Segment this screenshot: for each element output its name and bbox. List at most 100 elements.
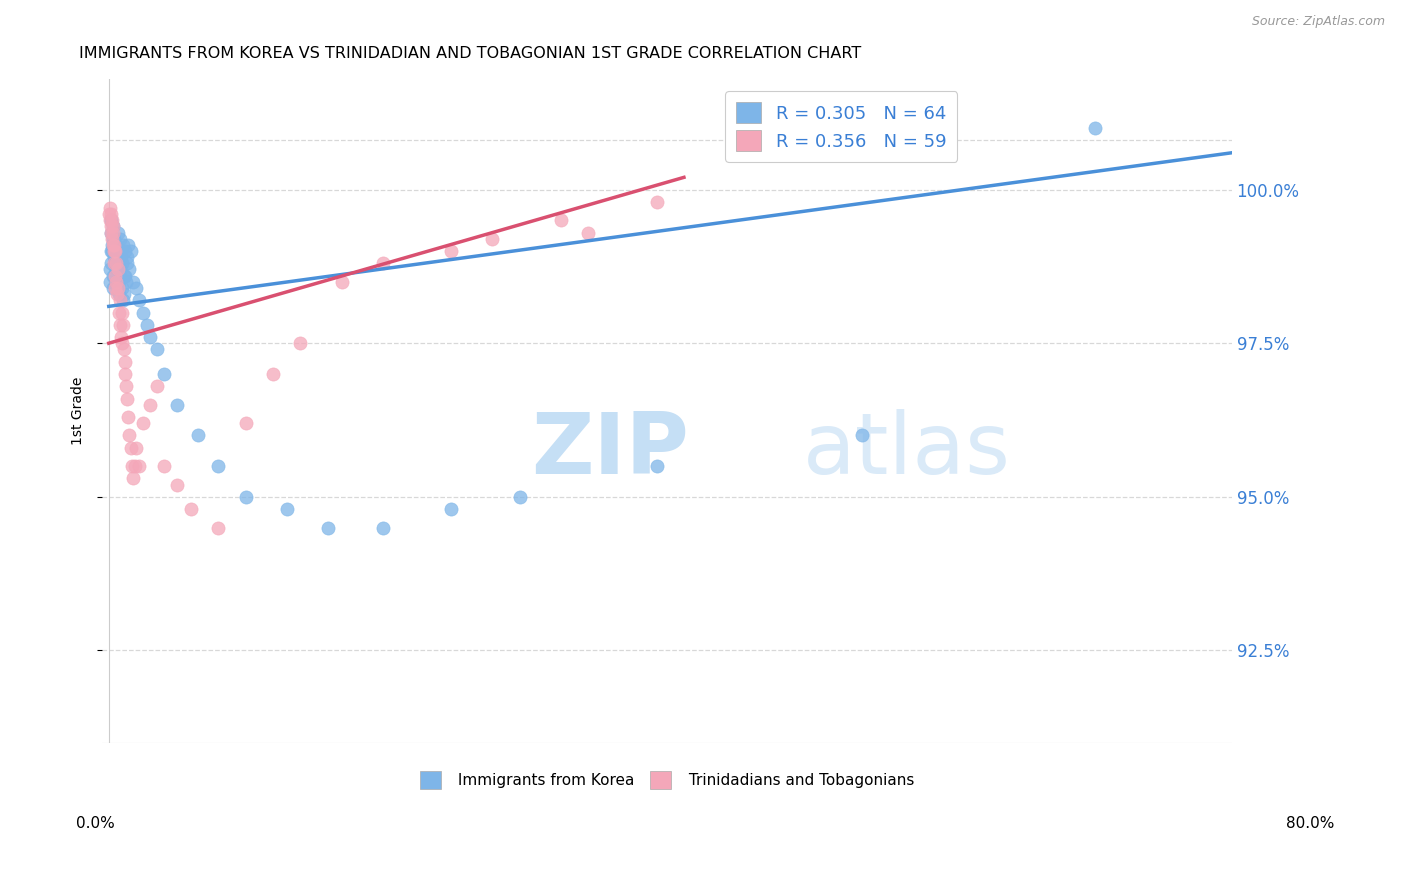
Point bbox=[100, 226, 122, 240]
Point bbox=[132, 305, 155, 319]
Point bbox=[139, 398, 162, 412]
Point bbox=[110, 330, 132, 344]
Point bbox=[107, 262, 129, 277]
Point bbox=[152, 367, 174, 381]
Point bbox=[371, 520, 394, 534]
Point bbox=[118, 262, 141, 277]
Point bbox=[101, 238, 124, 252]
Point bbox=[98, 275, 121, 289]
Point bbox=[100, 219, 122, 234]
Text: 0.0%: 0.0% bbox=[76, 816, 115, 830]
Point bbox=[124, 459, 146, 474]
Point bbox=[290, 336, 312, 351]
Point bbox=[101, 226, 124, 240]
Text: Source: ZipAtlas.com: Source: ZipAtlas.com bbox=[1251, 15, 1385, 28]
Text: IMMIGRANTS FROM KOREA VS TRINIDADIAN AND TOBAGONIAN 1ST GRADE CORRELATION CHART: IMMIGRANTS FROM KOREA VS TRINIDADIAN AND… bbox=[79, 46, 862, 62]
Point bbox=[122, 471, 145, 485]
Point bbox=[103, 244, 125, 258]
Point bbox=[110, 293, 132, 308]
Point bbox=[509, 490, 531, 504]
Point bbox=[110, 268, 132, 283]
Point bbox=[316, 520, 339, 534]
Point bbox=[105, 244, 128, 258]
Point bbox=[100, 256, 122, 270]
Point bbox=[330, 275, 353, 289]
Point bbox=[128, 293, 150, 308]
Point bbox=[105, 275, 128, 289]
Point bbox=[108, 318, 131, 332]
Point bbox=[117, 409, 139, 424]
Point bbox=[104, 244, 127, 258]
Point bbox=[187, 428, 209, 442]
Point bbox=[108, 305, 131, 319]
Point bbox=[207, 520, 229, 534]
Point bbox=[180, 502, 202, 516]
Point bbox=[103, 238, 125, 252]
Point bbox=[114, 268, 136, 283]
Point bbox=[108, 232, 131, 246]
Point bbox=[100, 213, 122, 227]
Legend:  Immigrants from Korea,  Trinidadians and Tobagonians: Immigrants from Korea, Trinidadians and … bbox=[413, 764, 920, 795]
Point bbox=[114, 244, 136, 258]
Point bbox=[235, 416, 257, 430]
Point bbox=[100, 244, 122, 258]
Text: ZIP: ZIP bbox=[531, 409, 689, 492]
Point bbox=[115, 275, 138, 289]
Point bbox=[125, 441, 148, 455]
Point bbox=[440, 244, 463, 258]
Point bbox=[576, 226, 599, 240]
Point bbox=[101, 232, 124, 246]
Point bbox=[112, 268, 135, 283]
Point bbox=[645, 194, 668, 209]
Point bbox=[114, 354, 136, 368]
Point bbox=[152, 459, 174, 474]
Point bbox=[100, 244, 122, 258]
Point bbox=[145, 379, 167, 393]
Point bbox=[115, 256, 138, 270]
Point bbox=[108, 275, 131, 289]
Text: atlas: atlas bbox=[803, 409, 1011, 492]
Point bbox=[112, 318, 135, 332]
Point bbox=[103, 250, 125, 264]
Point bbox=[112, 287, 135, 301]
Point bbox=[101, 232, 124, 246]
Point bbox=[112, 343, 135, 357]
Point bbox=[101, 219, 124, 234]
Point bbox=[105, 256, 128, 270]
Point bbox=[104, 281, 127, 295]
Point bbox=[101, 268, 124, 283]
Point bbox=[121, 459, 143, 474]
Point bbox=[105, 287, 128, 301]
Point bbox=[100, 201, 122, 215]
Point bbox=[851, 428, 873, 442]
Point bbox=[139, 330, 162, 344]
Point bbox=[100, 262, 122, 277]
Point bbox=[103, 256, 125, 270]
Point bbox=[111, 336, 134, 351]
Point bbox=[107, 281, 129, 295]
Point bbox=[235, 490, 257, 504]
Point bbox=[115, 250, 138, 264]
Point bbox=[132, 416, 155, 430]
Point bbox=[112, 238, 135, 252]
Point bbox=[98, 213, 121, 227]
Point bbox=[111, 256, 134, 270]
Point bbox=[166, 477, 188, 491]
Text: 80.0%: 80.0% bbox=[1286, 816, 1334, 830]
Point bbox=[104, 244, 127, 258]
Point bbox=[120, 441, 142, 455]
Point bbox=[481, 232, 503, 246]
Point bbox=[103, 256, 125, 270]
Point bbox=[103, 232, 125, 246]
Point bbox=[207, 459, 229, 474]
Point bbox=[104, 275, 127, 289]
Point bbox=[136, 318, 159, 332]
Point bbox=[111, 305, 134, 319]
Point bbox=[114, 367, 136, 381]
Point bbox=[115, 392, 138, 406]
Point bbox=[100, 207, 122, 221]
Point bbox=[101, 281, 124, 295]
Point bbox=[115, 379, 138, 393]
Point bbox=[128, 459, 150, 474]
Point bbox=[101, 219, 124, 234]
